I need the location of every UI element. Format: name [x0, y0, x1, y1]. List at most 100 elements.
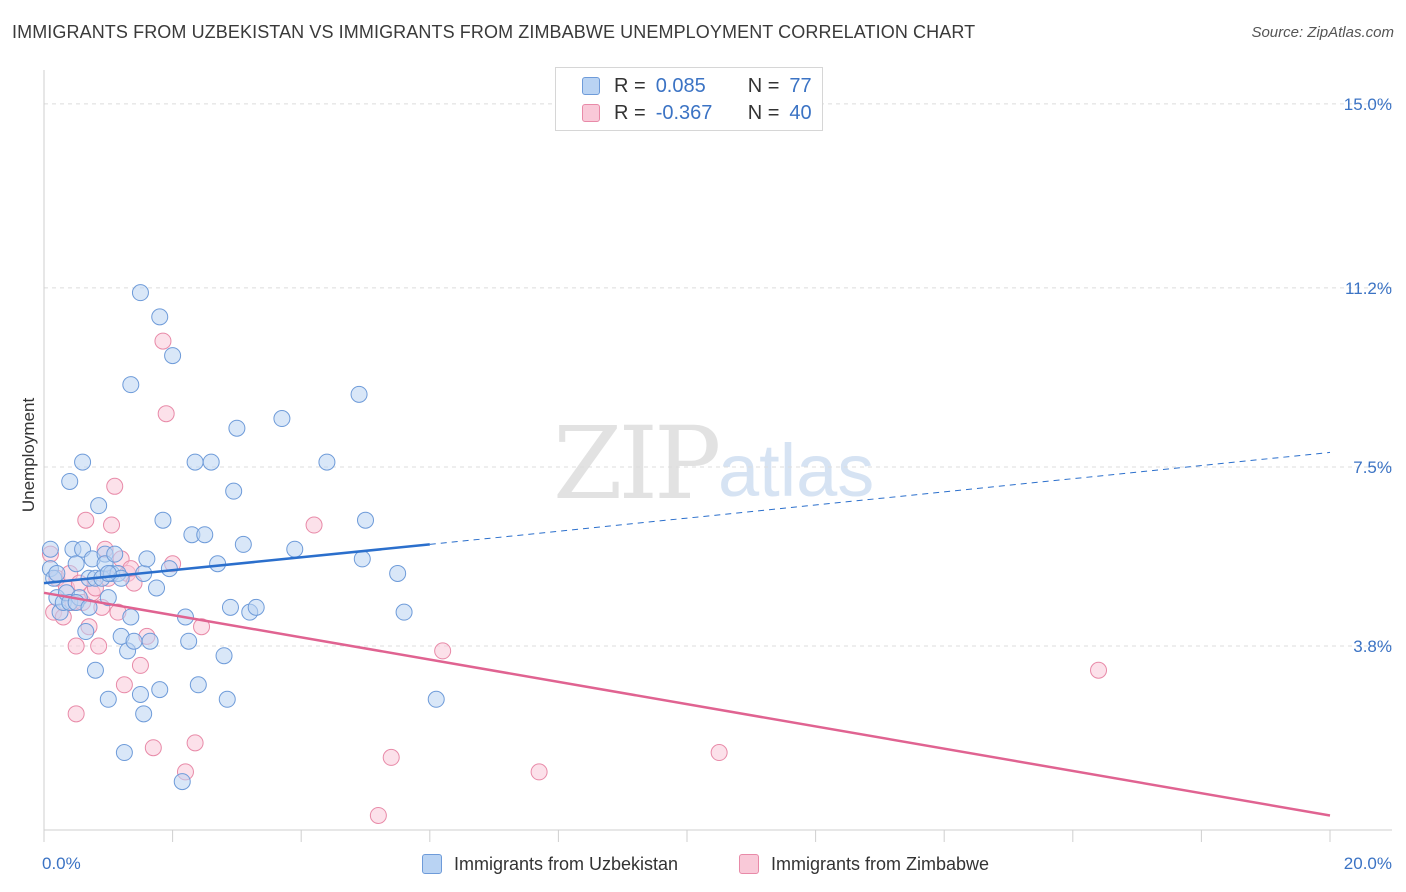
zimbabwe-point-8 [67, 705, 85, 723]
uzbekistan-point-52 [202, 453, 220, 471]
uzbekistan-point-50 [189, 676, 207, 694]
uzbekistan-point-75 [80, 598, 98, 616]
zimbabwe-point-39 [434, 642, 452, 660]
uzbekistan-point-47 [180, 632, 198, 650]
uzbekistan-point-71 [131, 284, 149, 302]
legend-n-value: 77 [789, 74, 812, 97]
y-tick-label-2: 11.2% [1345, 279, 1392, 298]
zimbabwe-point-29 [144, 739, 162, 757]
y-tick-label-3: 15.0% [1344, 95, 1392, 114]
x-tick-label-1: 20.0% [1344, 854, 1392, 873]
legend-row-zimbabwe: R = -0.367 N = 40 [582, 100, 812, 126]
uzbekistan-point-30 [115, 744, 133, 762]
zimbabwe-point-37 [369, 806, 387, 824]
legend-item-uzbekistan: Immigrants from Uzbekistan [422, 852, 678, 876]
y-tick-label-0: 3.8% [1353, 637, 1392, 656]
uzbekistan-point-51 [196, 526, 214, 544]
uzbekistan-point-49 [186, 453, 204, 471]
y-tick-label-1: 7.5% [1353, 458, 1392, 477]
uzbekistan-point-10 [67, 555, 85, 573]
zimbabwe-point-34 [186, 734, 204, 752]
zimbabwe-points [41, 332, 1108, 824]
legend-swatch-pink [739, 854, 759, 874]
uzbekistan-trend-line [43, 543, 430, 585]
uzbekistan-point-44 [160, 560, 178, 578]
zimbabwe-point-38 [382, 748, 400, 766]
source-note: Source: ZipAtlas.com [1251, 24, 1394, 41]
zimbabwe-point-40 [530, 763, 548, 781]
y-axis-label: Unemployment [19, 398, 38, 513]
tick-labels: 3.8% 7.5% 11.2% 15.0% 0.0% 20.0% [42, 95, 1392, 873]
uzbekistan-point-63 [286, 540, 304, 558]
uzbekistan-point-45 [164, 347, 182, 365]
zimbabwe-point-41 [710, 744, 728, 762]
legend-row-uzbekistan: R = 0.085 N = 77 [582, 73, 812, 99]
uzbekistan-point-36 [135, 705, 153, 723]
x-tick-label-0: 0.0% [42, 854, 81, 873]
legend-r-label: R = [614, 101, 646, 124]
uzbekistan-point-67 [357, 511, 374, 529]
uzbekistan-point-54 [215, 647, 233, 665]
uzbekistan-point-18 [86, 661, 104, 679]
uzbekistan-point-41 [151, 681, 169, 699]
zimbabwe-point-42 [1090, 661, 1108, 679]
uzbekistan-point-14 [77, 623, 95, 641]
uzbekistan-point-26 [106, 545, 124, 563]
grid-lines [44, 103, 1392, 647]
uzbekistan-point-55 [218, 690, 236, 708]
zimbabwe-point-35 [193, 618, 211, 636]
uzbekistan-point-66 [353, 550, 371, 568]
zimbabwe-point-27 [131, 656, 149, 674]
uzbekistan-point-12 [74, 453, 92, 471]
uzbekistan-point-32 [122, 608, 140, 626]
trend-lines [43, 451, 1331, 817]
uzbekistan-point-76 [99, 564, 117, 582]
uzbekistan-point-58 [228, 419, 246, 437]
legend-r-value: 0.085 [655, 74, 706, 97]
uzbekistan-point-35 [131, 685, 149, 703]
uzbekistan-point-59 [234, 535, 252, 553]
uzbekistan-point-23 [99, 589, 117, 607]
uzbekistan-point-42 [151, 308, 169, 326]
uzbekistan-point-33 [122, 376, 140, 394]
uzbekistan-point-34 [125, 632, 143, 650]
uzbekistan-point-70 [173, 773, 191, 791]
legend-label: Immigrants from Zimbabwe [771, 853, 990, 874]
legend-r-label: R = [614, 74, 646, 97]
uzbekistan-trend-extension [429, 451, 1331, 545]
uzbekistan-point-72 [427, 690, 445, 708]
watermark-atlas: atlas [718, 429, 875, 512]
uzbekistan-point-61 [247, 598, 265, 616]
correlation-legend: R = 0.085 N = 77 R = -0.367 N = 40 [555, 67, 823, 131]
axes [43, 70, 1392, 842]
uzbekistan-point-65 [350, 385, 368, 403]
uzbekistan-point-19 [90, 497, 108, 515]
zimbabwe-point-19 [103, 516, 121, 534]
legend-item-zimbabwe: Immigrants from Zimbabwe [739, 852, 989, 876]
legend-n-value: 40 [789, 101, 812, 124]
zimbabwe-point-15 [90, 637, 108, 655]
uzbekistan-point-56 [221, 598, 239, 616]
uzbekistan-point-39 [141, 632, 159, 650]
chart-title: IMMIGRANTS FROM UZBEKISTAN VS IMMIGRANTS… [12, 22, 976, 42]
uzbekistan-point-40 [148, 579, 166, 597]
legend-n-label: N = [747, 74, 780, 97]
uzbekistan-point-0 [41, 540, 59, 558]
uzbekistan-point-62 [273, 410, 291, 428]
uzbekistan-point-73 [48, 564, 66, 582]
watermark-zip: ZIP [553, 405, 721, 522]
uzbekistan-point-43 [154, 511, 172, 529]
legend-swatch-blue [582, 77, 600, 95]
zimbabwe-point-36 [305, 516, 323, 534]
zimbabwe-point-11 [77, 511, 95, 529]
legend-r-value: -0.367 [655, 101, 713, 124]
uzbekistan-point-24 [99, 690, 117, 708]
uzbekistan-point-64 [318, 453, 336, 471]
zimbabwe-trend-line [43, 591, 1331, 817]
legend-n-label: N = [747, 101, 780, 124]
uzbekistan-point-57 [225, 482, 243, 500]
zimbabwe-point-20 [106, 477, 124, 495]
zimbabwe-point-30 [154, 332, 172, 350]
legend-swatch-pink [582, 104, 600, 122]
